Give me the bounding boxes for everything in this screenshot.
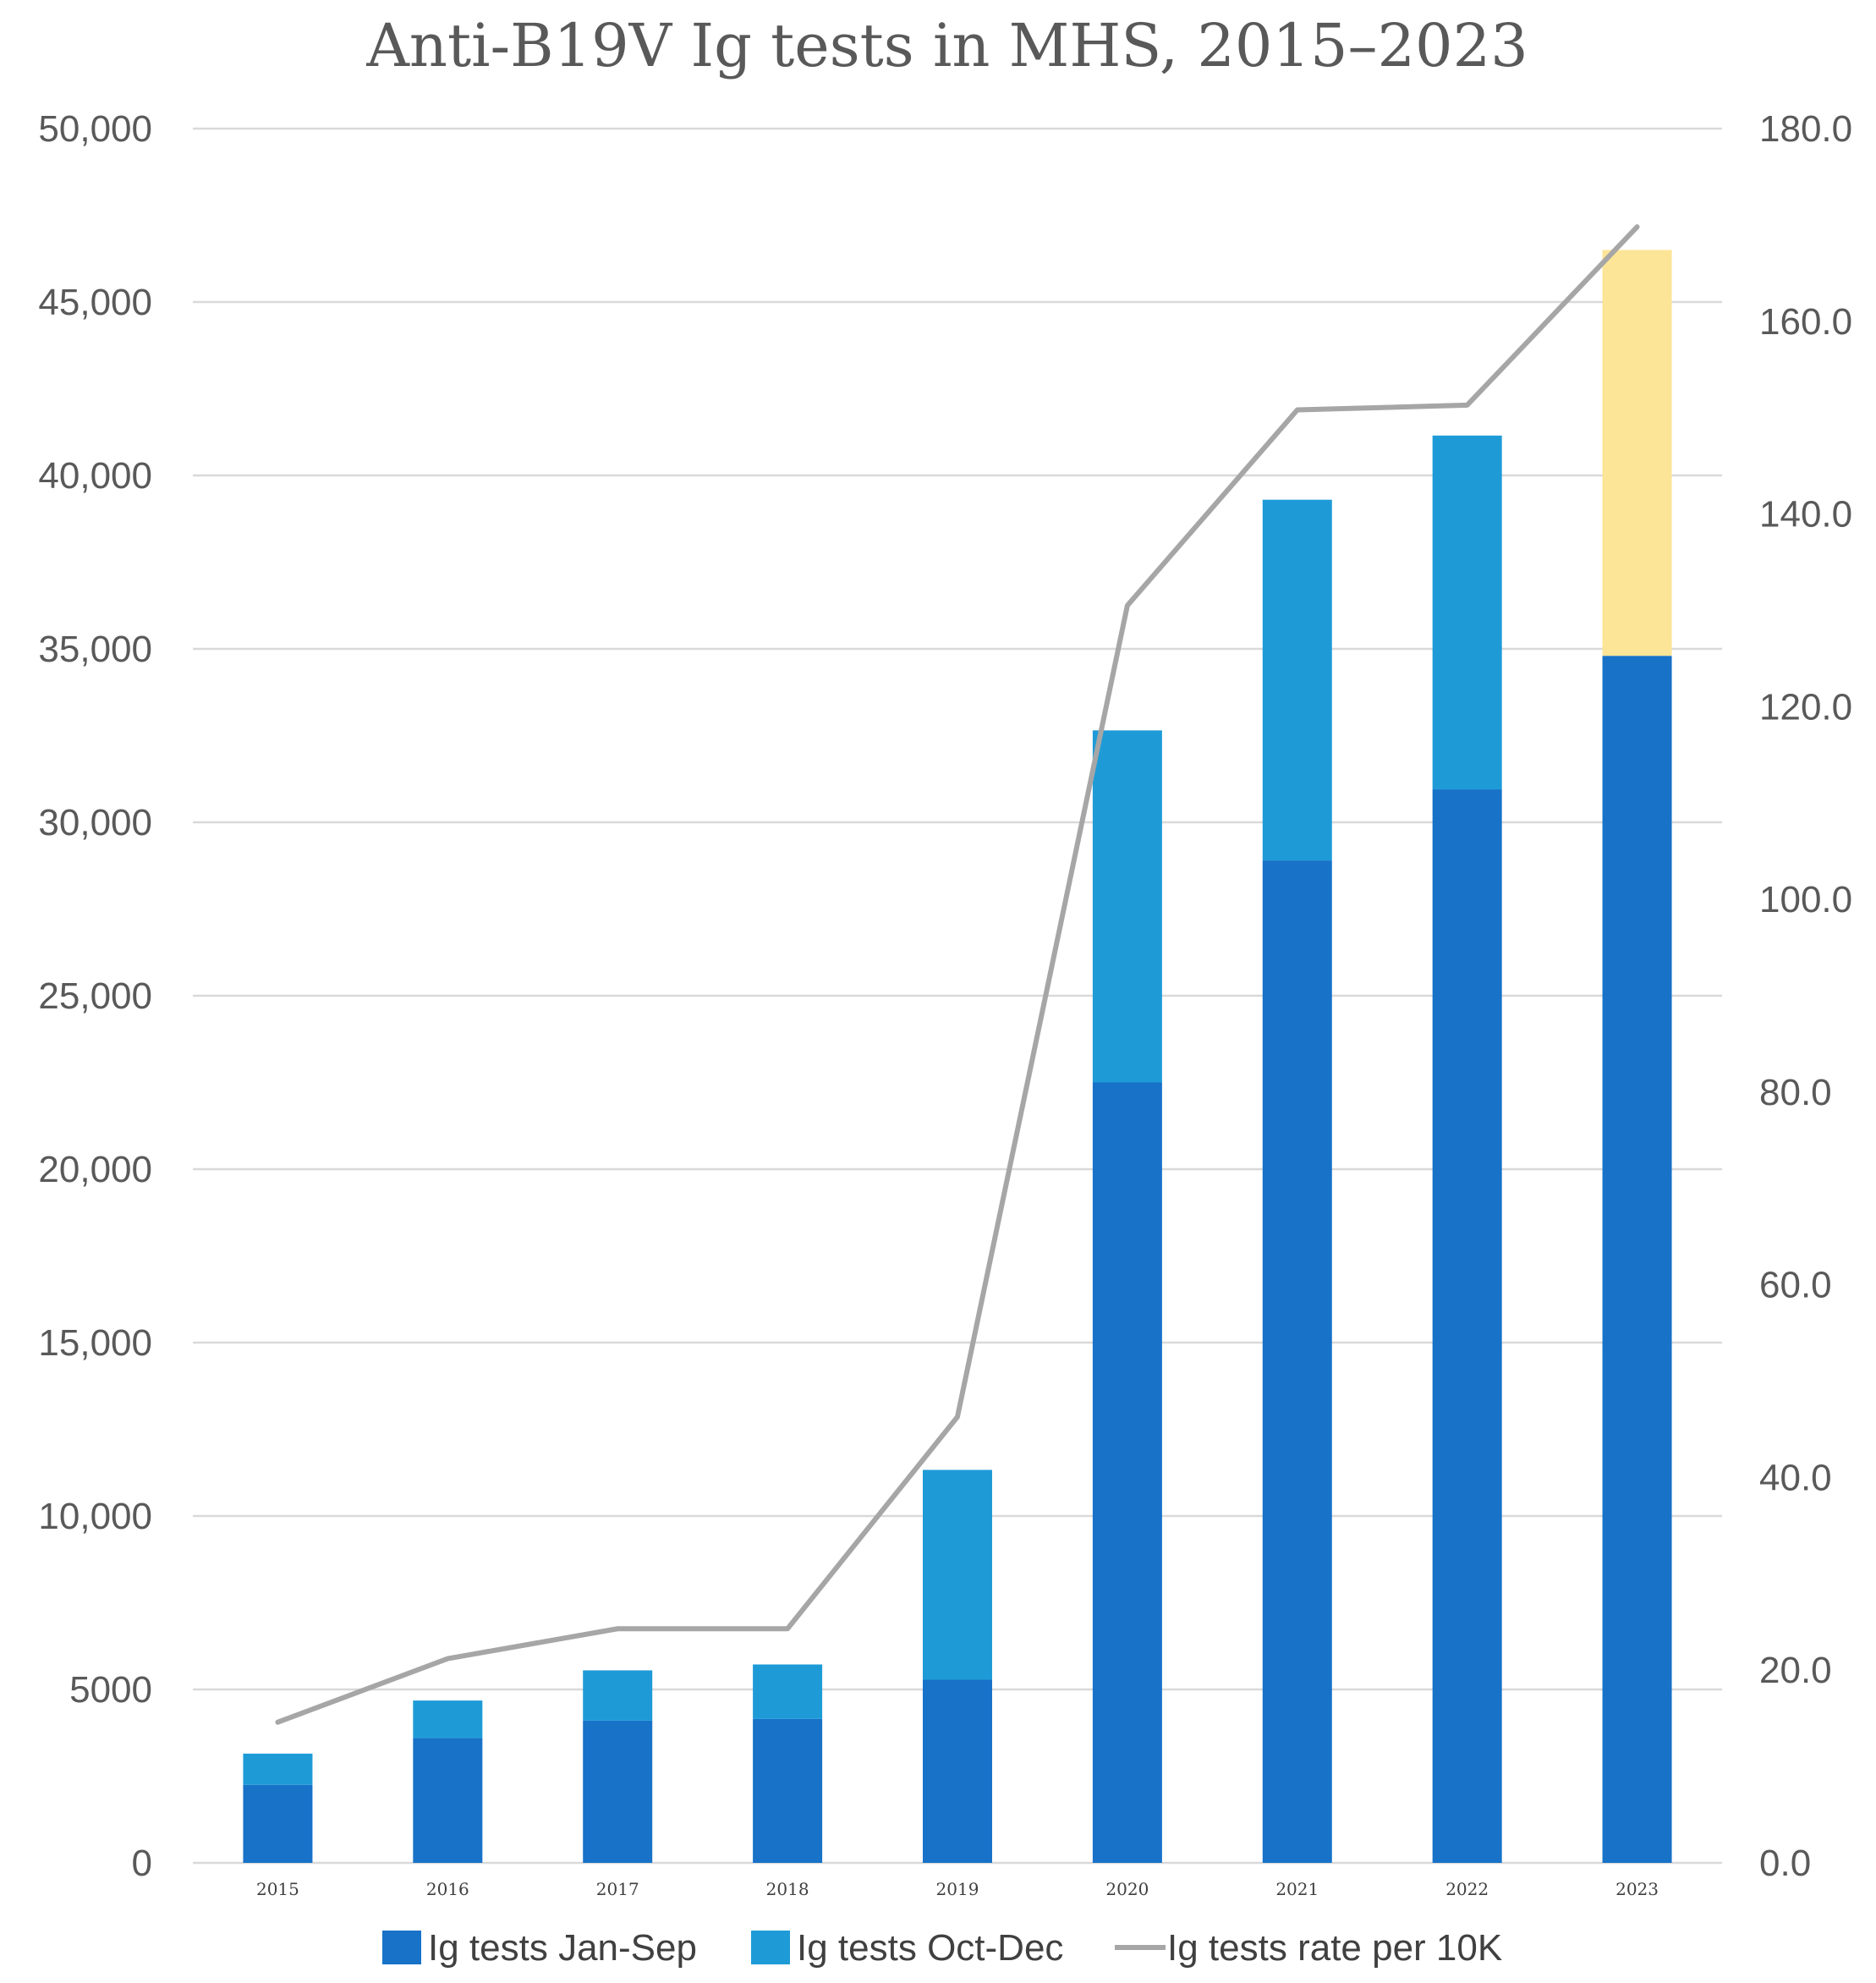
y-left-tick-label: 20,000 [38,1149,152,1190]
bar-jan-sep-2015 [243,1784,313,1863]
y-left-tick-label: 35,000 [38,629,152,670]
y-right-tick-label: 0.0 [1759,1843,1811,1884]
chart-title: Anti-B19V Ig tests in MHS, 2015–2023 [365,11,1528,80]
y-right-tick-label: 140.0 [1759,494,1852,536]
bar-jan-sep-2022 [1432,789,1502,1863]
y-left-tick-label: 50,000 [38,108,152,150]
x-tick-label: 2015 [256,1879,299,1899]
y-right-tick-label: 180.0 [1759,108,1852,150]
x-tick-label: 2019 [936,1879,979,1899]
y-left-tick-label: 40,000 [38,455,152,497]
y-right-tick-label: 40.0 [1759,1457,1832,1498]
bar-oct-dec-2016 [413,1700,483,1739]
left-axis: 0 5000 10,000 15,000 20,000 25,000 30,000 35,00… [38,108,152,1884]
right-axis: 0.0 20.0 40.0 60.0 80.0 100.0 120.0 140.0 160.0 1… [1759,108,1852,1884]
y-left-tick-label: 45,000 [38,282,152,323]
x-axis: 2015 2016 2017 2018 2019 2020 2021 2022 2023 [256,1879,1659,1899]
bar-oct-dec-2022 [1432,435,1502,790]
legend-label: Ig tests rate per 10K [1167,1927,1502,1969]
x-tick-label: 2017 [596,1879,639,1899]
y-right-tick-label: 160.0 [1759,301,1852,343]
bar-jan-sep-2016 [413,1738,483,1863]
bar-oct-dec-2023 [1602,250,1672,656]
bars [243,250,1672,1864]
x-tick-label: 2016 [426,1879,469,1899]
y-left-tick-label: 15,000 [38,1322,152,1364]
x-tick-label: 2018 [766,1879,809,1899]
y-left-tick-label: 5000 [69,1669,152,1711]
y-right-tick-label: 20.0 [1759,1650,1832,1691]
bar-jan-sep-2021 [1262,860,1332,1863]
bar-oct-dec-2015 [243,1753,313,1785]
rate-line [275,224,1640,1725]
y-left-tick-label: 25,000 [38,975,152,1017]
rate-line-layer [275,224,1640,1725]
bar-jan-sep-2019 [923,1679,992,1863]
legend: Ig tests Jan-Sep Ig tests Oct-Dec Ig tests… [382,1927,1502,1969]
bar-oct-dec-2019 [923,1469,992,1680]
y-left-tick-label: 30,000 [38,802,152,843]
y-left-tick-label: 0 [132,1843,152,1884]
y-right-tick-label: 100.0 [1759,879,1852,920]
legend-swatch [382,1931,421,1964]
x-tick-label: 2020 [1105,1879,1149,1899]
bar-jan-sep-2018 [753,1718,823,1863]
y-right-tick-label: 60.0 [1759,1265,1832,1306]
legend-label: Ig tests Jan-Sep [428,1927,697,1969]
bar-oct-dec-2017 [583,1670,653,1721]
legend-label: Ig tests Oct-Dec [797,1927,1063,1969]
x-tick-label: 2023 [1615,1879,1659,1899]
y-right-tick-label: 80.0 [1759,1072,1832,1113]
x-tick-label: 2022 [1445,1879,1489,1899]
y-right-tick-label: 120.0 [1759,686,1852,728]
bar-jan-sep-2017 [583,1720,653,1863]
legend-swatch [751,1931,790,1964]
y-left-tick-label: 10,000 [38,1496,152,1537]
bar-jan-sep-2023 [1602,656,1672,1864]
bar-oct-dec-2020 [1092,730,1162,1083]
x-tick-label: 2021 [1275,1879,1319,1899]
bar-oct-dec-2018 [753,1664,823,1719]
bar-jan-sep-2020 [1092,1082,1162,1863]
bar-oct-dec-2021 [1262,499,1332,861]
